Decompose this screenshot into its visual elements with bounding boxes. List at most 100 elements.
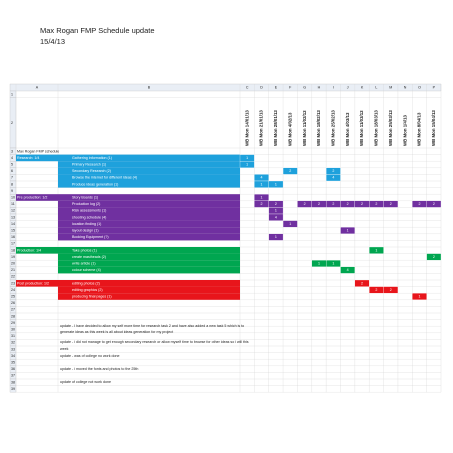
task-name: Take photos (1)	[72, 248, 97, 252]
schedule-value: 4	[347, 268, 349, 272]
task-name: layout design (1)	[72, 228, 99, 232]
section-label: Research: 1/4	[17, 156, 39, 160]
task-name: producing final pages (1)	[72, 294, 112, 298]
section-label: Pre production: 1/2	[17, 195, 47, 199]
schedule-value: 2	[361, 281, 363, 285]
schedule-value: 2	[347, 202, 349, 206]
schedule-cell	[239, 161, 255, 168]
section-cell	[16, 280, 58, 287]
row-number: 28	[11, 314, 15, 318]
column-letter: G	[303, 85, 306, 89]
note-box: update - i did not manage to get enough …	[60, 340, 249, 351]
row-number: 6	[11, 169, 13, 173]
row-number: 35	[11, 360, 15, 364]
task-cell	[58, 161, 240, 168]
schedule-value: 1	[275, 209, 277, 213]
doc-title: Max Rogan FMP Schedule update	[40, 26, 155, 35]
week-header: WB Mon 25/03/13	[388, 110, 393, 146]
task-name: location finding (1)	[72, 222, 101, 226]
row-number: 27	[11, 308, 15, 312]
schedule-cell	[268, 213, 284, 221]
task-name: Booking Equipment (?)	[72, 235, 109, 239]
task-cell	[58, 194, 240, 201]
row-number: 15	[11, 228, 15, 232]
row-number: 5	[11, 162, 13, 166]
schedule-value: 2	[361, 202, 363, 206]
row-number: 7	[11, 176, 13, 180]
schedule-value: 2	[332, 169, 334, 173]
week-header: WB Mon 18/02/13	[316, 110, 321, 146]
task-name: Produce ideas generation (1)	[72, 182, 118, 186]
week-header: WB Mon 28/01/13	[273, 110, 278, 146]
schedule-value: 1	[246, 162, 248, 166]
column-letter: I	[333, 85, 334, 89]
row-number: 21	[11, 268, 15, 272]
task-cell	[58, 220, 240, 228]
row-number: 12	[11, 209, 15, 213]
task-name: Production log (2)	[72, 202, 100, 206]
task-name: Browse the internet for different ideas …	[72, 176, 137, 180]
schedule-value: 2	[289, 169, 291, 173]
row-number: 11	[11, 202, 15, 206]
schedule-cell	[426, 253, 442, 261]
task-cell	[58, 266, 240, 274]
column-letter: E	[275, 85, 278, 89]
row-number: 24	[11, 288, 15, 292]
schedule-value: 2	[318, 202, 320, 206]
row-number: 19	[11, 255, 15, 259]
doc-date: 15/4/13	[40, 37, 66, 46]
task-name: Gathering information (1)	[72, 156, 112, 160]
task-cell	[58, 207, 240, 214]
task-name: Secondary Research (2)	[72, 169, 111, 173]
row-number: 31	[11, 334, 15, 338]
row-number: 29	[11, 321, 15, 325]
section-cell	[16, 194, 58, 201]
task-cell	[58, 253, 240, 261]
column-letter: B	[148, 85, 151, 89]
row-number: 10	[11, 195, 15, 199]
schedule-cell	[426, 200, 442, 208]
note-box: update of college not work done	[60, 380, 111, 384]
week-header: WB Mon 21/01/13	[259, 110, 264, 146]
row-number: 36	[11, 367, 15, 371]
task-cell	[58, 200, 240, 208]
column-letter: L	[375, 85, 377, 89]
task-cell	[58, 214, 240, 221]
row-number: 32	[11, 341, 15, 345]
schedule-value: 2	[375, 202, 377, 206]
row-number: 20	[11, 261, 15, 265]
task-cell	[58, 181, 240, 188]
row-number: 30	[11, 327, 15, 331]
schedule-value: 1	[246, 156, 248, 160]
schedule-value: 2	[433, 255, 435, 259]
column-letter: J	[347, 85, 349, 89]
week-header: WB Mon 4/02/13	[287, 112, 292, 146]
task-name: Primary Research (1)	[72, 162, 106, 166]
column-letter: O	[418, 85, 421, 89]
schedule-cell	[325, 174, 341, 182]
section-cell	[16, 154, 58, 162]
row-number: 4	[11, 156, 13, 160]
task-name: editing graphics (2)	[72, 288, 103, 292]
task-cell	[58, 233, 240, 241]
schedule-value: 2	[390, 288, 392, 292]
note: update - was of college no work done	[60, 353, 120, 358]
schedule-value: 2	[261, 202, 263, 206]
note: update - i did not manage to get enough …	[60, 340, 249, 351]
row-number: 26	[11, 301, 15, 305]
schedule-cell	[325, 260, 341, 267]
schedule-value: 1	[375, 248, 377, 252]
task-cell	[58, 280, 240, 287]
schedule-cell	[282, 167, 298, 175]
note-box: update - I have decided to allow my self…	[60, 324, 244, 335]
row-number: 1	[11, 92, 13, 96]
row-number: 3	[11, 149, 13, 153]
row-number: 22	[11, 275, 15, 279]
week-header: WB Mon 11/03/13	[359, 110, 364, 146]
task-name: colour scheme (4)	[72, 268, 101, 272]
row-number: 34	[11, 354, 15, 358]
row-number: 2	[11, 121, 13, 125]
schedule-value: 1	[261, 182, 263, 186]
schedule-value: 1	[347, 228, 349, 232]
